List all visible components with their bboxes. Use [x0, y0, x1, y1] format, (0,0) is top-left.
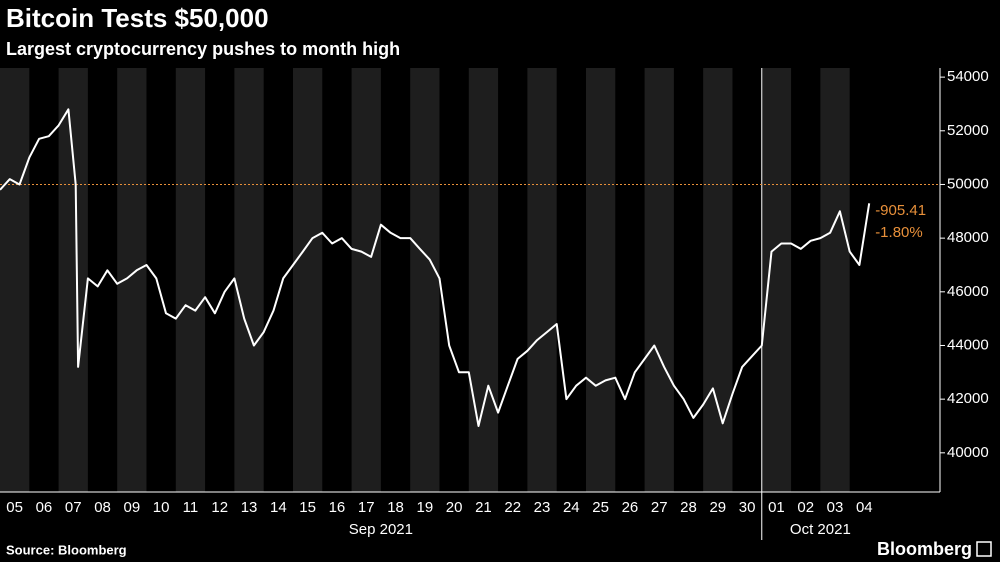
x-tick-label: 25: [592, 499, 609, 516]
price-line: [0, 108, 871, 427]
annotation: -905.41: [875, 202, 926, 219]
x-tick-label: 15: [299, 499, 316, 516]
x-tick-label: 03: [827, 499, 844, 516]
y-tick-label: 48000: [947, 229, 989, 246]
y-tick-label: 46000: [947, 283, 989, 300]
x-tick-label: 06: [36, 499, 53, 516]
month-label: Sep 2021: [349, 521, 413, 538]
y-tick-label: 42000: [947, 390, 989, 407]
x-tick-label: 10: [153, 499, 170, 516]
annotation: -1.80%: [875, 224, 923, 241]
day-band: [410, 68, 440, 492]
chart-title: Bitcoin Tests $50,000: [6, 3, 269, 33]
x-tick-label: 13: [241, 499, 258, 516]
x-tick-label: 22: [504, 499, 521, 516]
day-band: [292, 68, 323, 492]
day-band: [703, 68, 733, 492]
x-tick-label: 02: [797, 499, 814, 516]
brand: Bloomberg: [877, 539, 972, 559]
day-band: [0, 68, 30, 492]
x-tick-label: 26: [622, 499, 639, 516]
x-tick-label: 16: [329, 499, 346, 516]
y-tick-label: 50000: [947, 175, 989, 192]
day-band: [761, 68, 792, 492]
day-band: [175, 68, 206, 492]
brand-icon: [976, 541, 992, 557]
x-tick-label: 12: [211, 499, 228, 516]
x-tick-label: 18: [387, 499, 404, 516]
x-tick-label: 21: [475, 499, 492, 516]
x-tick-label: 14: [270, 499, 287, 516]
day-band: [468, 68, 499, 492]
month-label: Oct 2021: [790, 521, 851, 538]
x-tick-label: 07: [65, 499, 82, 516]
day-band: [585, 68, 616, 492]
x-tick-label: 04: [856, 499, 873, 516]
x-tick-label: 01: [768, 499, 785, 516]
y-tick-label: 54000: [947, 68, 989, 85]
day-band: [58, 68, 88, 492]
x-tick-label: 29: [709, 499, 726, 516]
y-tick-label: 44000: [947, 336, 989, 353]
day-band: [644, 68, 674, 492]
x-tick-label: 24: [563, 499, 580, 516]
x-tick-label: 17: [358, 499, 375, 516]
x-tick-label: 27: [651, 499, 668, 516]
day-band: [351, 68, 381, 492]
day-band: [527, 68, 557, 492]
x-tick-label: 08: [94, 499, 111, 516]
x-tick-label: 11: [183, 499, 199, 516]
day-band: [234, 68, 264, 492]
x-tick-label: 20: [446, 499, 463, 516]
day-band: [117, 68, 147, 492]
x-tick-label: 23: [534, 499, 551, 516]
x-tick-label: 05: [6, 499, 23, 516]
x-tick-label: 09: [124, 499, 141, 516]
x-tick-label: 19: [416, 499, 433, 516]
chart-subtitle: Largest cryptocurrency pushes to month h…: [6, 39, 400, 59]
day-band: [820, 68, 850, 492]
x-tick-label: 30: [739, 499, 756, 516]
y-tick-label: 40000: [947, 444, 989, 461]
source: Source: Bloomberg: [6, 542, 127, 557]
y-tick-label: 52000: [947, 122, 989, 139]
x-tick-label: 28: [680, 499, 697, 516]
